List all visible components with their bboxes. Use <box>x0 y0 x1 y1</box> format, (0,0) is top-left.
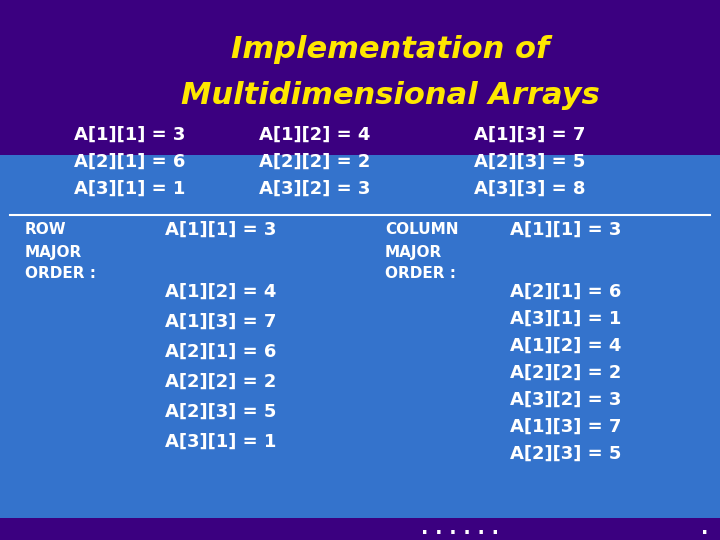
Text: A[3][2] = 3: A[3][2] = 3 <box>510 391 621 409</box>
Text: A[2][1] = 6: A[2][1] = 6 <box>165 343 276 361</box>
Bar <box>0 518 720 540</box>
Text: A[2][2] = 2: A[2][2] = 2 <box>259 153 371 171</box>
Text: A[1][2] = 4: A[1][2] = 4 <box>165 283 276 301</box>
Text: A[1][1] = 3: A[1][1] = 3 <box>165 221 276 239</box>
Text: A[2][2] = 2: A[2][2] = 2 <box>165 373 276 391</box>
Text: A[2][1] = 6: A[2][1] = 6 <box>510 283 621 301</box>
Text: A[3][2] = 3: A[3][2] = 3 <box>259 180 371 198</box>
Text: Multidimensional Arrays: Multidimensional Arrays <box>181 80 599 110</box>
Text: ORDER :: ORDER : <box>385 267 456 281</box>
Text: A[1][1] = 3: A[1][1] = 3 <box>74 126 186 144</box>
Text: A[1][3] = 7: A[1][3] = 7 <box>474 126 585 144</box>
Text: A[1][1] = 3: A[1][1] = 3 <box>510 221 621 239</box>
Text: A[3][3] = 8: A[3][3] = 8 <box>474 180 586 198</box>
Text: A[1][3] = 7: A[1][3] = 7 <box>165 313 276 331</box>
Text: A[1][2] = 4: A[1][2] = 4 <box>259 126 371 144</box>
Text: A[2][3] = 5: A[2][3] = 5 <box>474 153 585 171</box>
Text: MAJOR: MAJOR <box>385 245 442 260</box>
Text: COLUMN: COLUMN <box>385 222 459 238</box>
Bar <box>0 518 230 540</box>
Text: ORDER :: ORDER : <box>25 267 96 281</box>
Text: A[2][2] = 2: A[2][2] = 2 <box>510 364 621 382</box>
Bar <box>0 0 720 155</box>
Text: A[2][1] = 6: A[2][1] = 6 <box>74 153 186 171</box>
Text: A[2][3] = 5: A[2][3] = 5 <box>165 403 276 421</box>
Text: A[3][1] = 1: A[3][1] = 1 <box>165 433 276 451</box>
Text: A[1][3] = 7: A[1][3] = 7 <box>510 418 621 436</box>
Text: ROW: ROW <box>25 222 67 238</box>
Text: A[2][3] = 5: A[2][3] = 5 <box>510 445 621 463</box>
Text: A[3][1] = 1: A[3][1] = 1 <box>510 310 621 328</box>
Text: A[1][2] = 4: A[1][2] = 4 <box>510 337 621 355</box>
Text: A[3][1] = 1: A[3][1] = 1 <box>74 180 186 198</box>
Text: . . . . . .: . . . . . . <box>421 519 499 538</box>
Text: MAJOR: MAJOR <box>25 245 82 260</box>
Text: .: . <box>701 519 708 538</box>
Text: Implementation of: Implementation of <box>231 36 549 64</box>
